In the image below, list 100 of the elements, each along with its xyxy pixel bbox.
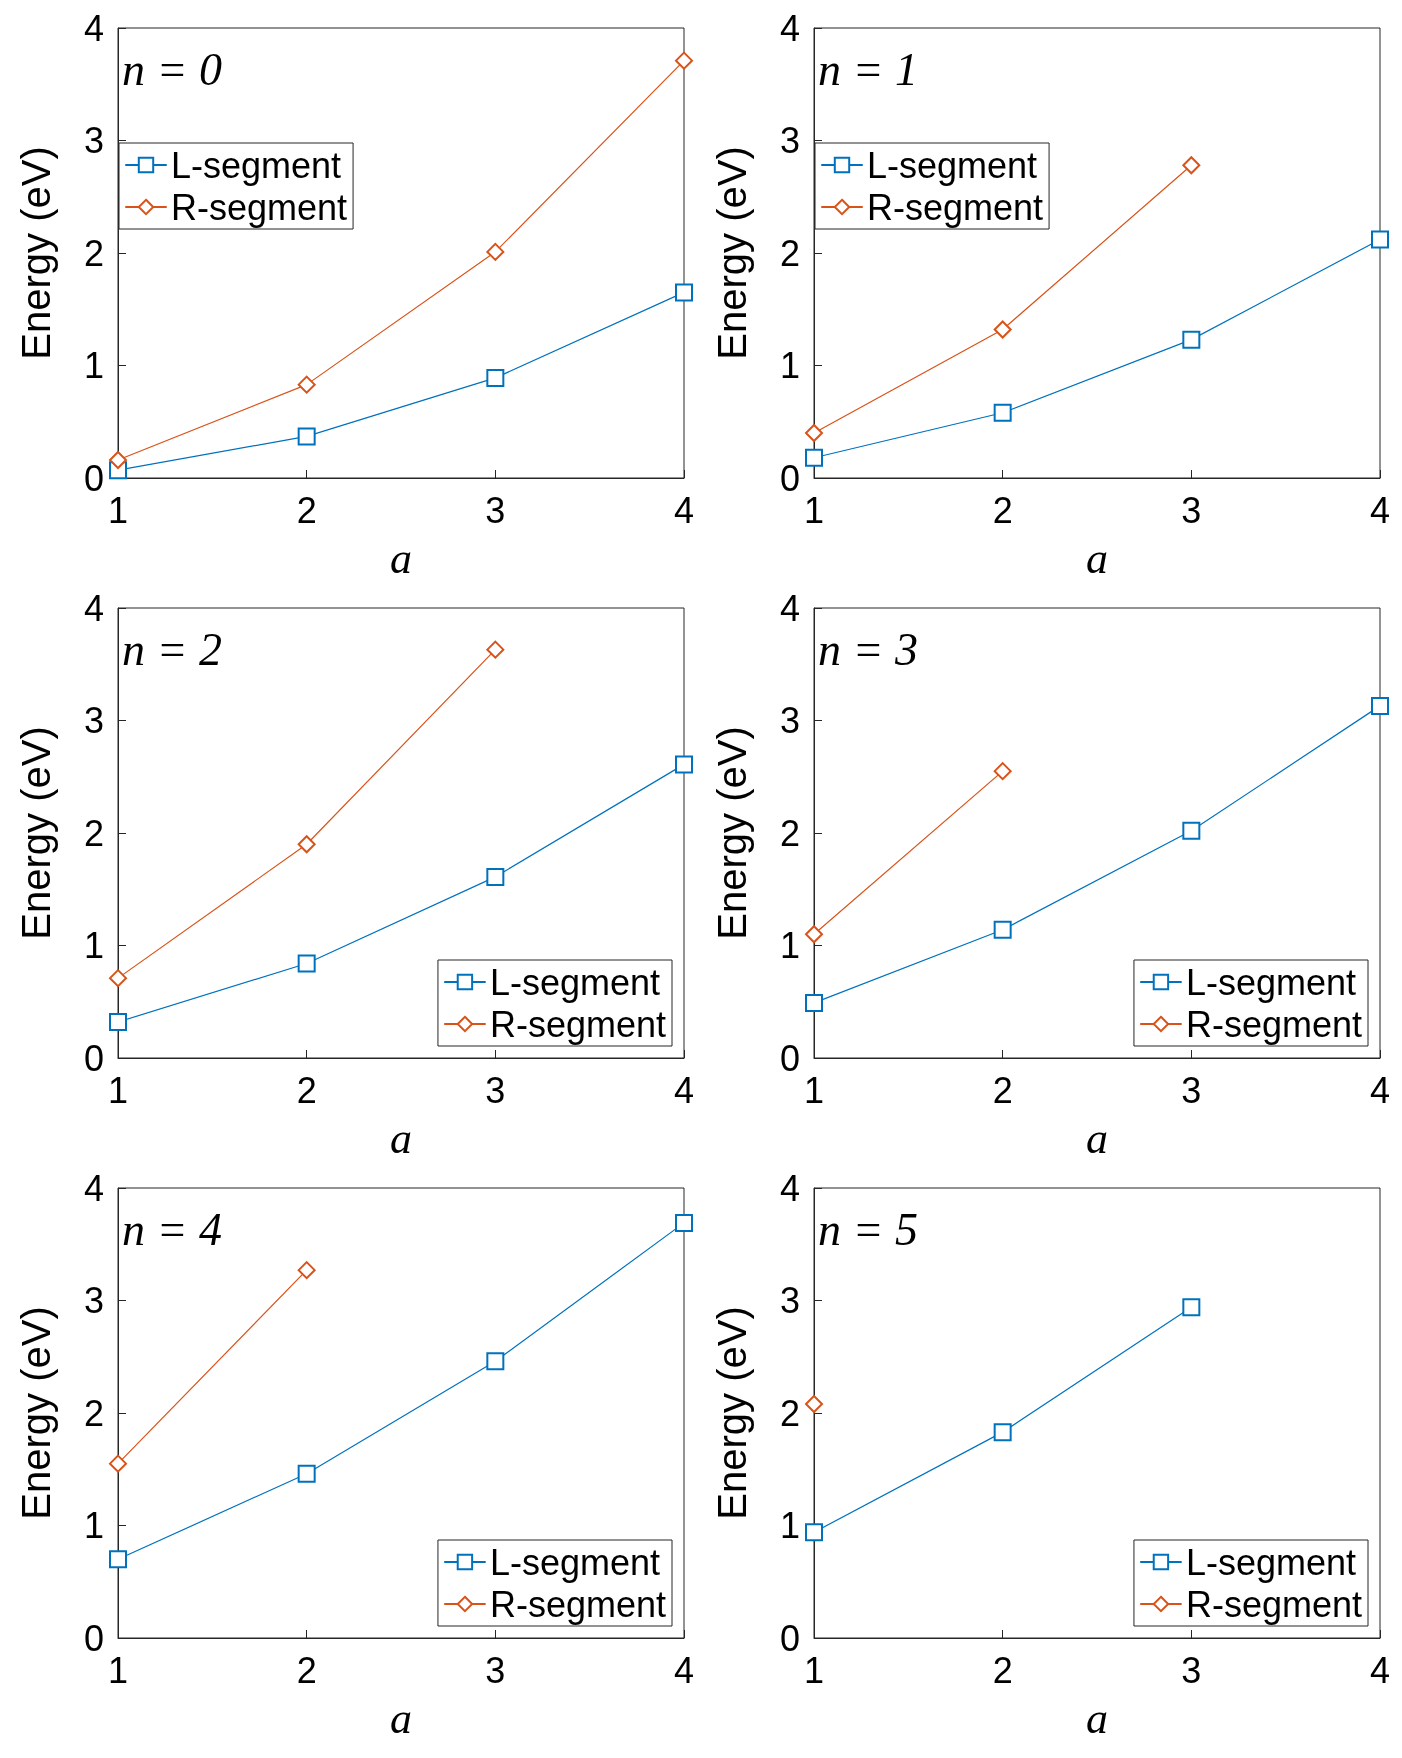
point [1371, 696, 1389, 715]
point [993, 1423, 1012, 1442]
x-axis-title: a [1086, 533, 1108, 583]
point [805, 424, 823, 442]
point [675, 755, 693, 774]
legend-label: R-segment [489, 1583, 666, 1625]
point [675, 51, 693, 70]
y-tick-label: 2 [779, 1392, 800, 1434]
point [109, 969, 127, 988]
point [805, 448, 823, 467]
y-axis-title: Energy (eV) [14, 1306, 58, 1520]
x-tick-label: 4 [673, 489, 695, 531]
y-tick-label: 0 [83, 457, 104, 499]
y-tick-label: 0 [779, 457, 800, 499]
point [1182, 156, 1201, 175]
legend-label: R-segment [171, 186, 348, 228]
point [297, 375, 316, 394]
annotation: n = 1 [818, 43, 919, 95]
y-tick-label: 2 [779, 232, 800, 274]
y-axis-title: Energy (eV) [710, 146, 754, 360]
y-tick-label: 3 [779, 700, 800, 741]
point [805, 1523, 823, 1542]
y-tick-label: 1 [779, 345, 800, 386]
y-tick-label: 0 [83, 1037, 104, 1079]
annotation: n = 4 [122, 1203, 223, 1255]
y-axis-title: Energy (eV) [710, 1306, 754, 1520]
point [1182, 821, 1201, 840]
legend-label: L-segment [489, 1541, 661, 1583]
point [993, 403, 1012, 422]
y-tick-label: 4 [779, 7, 800, 49]
point [297, 835, 316, 854]
y-axis-title: Energy (eV) [710, 726, 754, 940]
legend-label: R-segment [1185, 1003, 1362, 1045]
point [1371, 230, 1389, 249]
x-tick-label: 3 [1181, 1649, 1202, 1691]
point [486, 242, 505, 261]
point [675, 1213, 693, 1232]
y-tick-label: 3 [83, 700, 104, 741]
x-tick-label: 4 [1369, 1069, 1391, 1111]
x-tick-label: 2 [992, 1069, 1013, 1111]
y-tick-label: 1 [83, 1505, 104, 1546]
point [993, 920, 1012, 939]
x-tick-label: 2 [296, 1649, 317, 1691]
legend-label: L-segment [171, 144, 342, 186]
point [486, 368, 505, 387]
point [109, 451, 127, 469]
annotation: n = 2 [122, 623, 223, 675]
y-tick-label: 2 [83, 812, 104, 854]
x-tick-label: 4 [1369, 1649, 1391, 1691]
point [297, 1464, 316, 1483]
x-tick-label: 3 [1181, 489, 1202, 531]
x-axis-title: a [390, 1693, 412, 1743]
point [109, 1550, 127, 1569]
point [805, 993, 823, 1012]
annotation: n = 0 [122, 43, 223, 95]
point [993, 320, 1012, 339]
legend-label: R-segment [489, 1003, 666, 1045]
annotation: n = 3 [818, 623, 919, 675]
y-tick-label: 2 [83, 1392, 104, 1434]
point [486, 640, 505, 659]
y-tick-label: 4 [83, 7, 104, 49]
x-tick-label: 4 [673, 1649, 695, 1691]
x-axis-title: a [1086, 1113, 1108, 1163]
legend-label: R-segment [867, 186, 1044, 228]
y-tick-label: 3 [779, 1280, 800, 1321]
point [109, 1013, 127, 1031]
point [805, 925, 823, 944]
x-tick-label: 3 [485, 1069, 506, 1111]
x-tick-label: 2 [296, 489, 317, 531]
point [675, 283, 693, 302]
y-tick-label: 2 [779, 812, 800, 854]
x-axis-title: a [390, 1113, 412, 1163]
y-tick-label: 4 [83, 587, 104, 629]
point [805, 1395, 823, 1413]
point [297, 1261, 316, 1280]
y-tick-label: 4 [779, 587, 800, 629]
x-tick-label: 3 [1181, 1069, 1202, 1111]
x-axis-title: a [390, 533, 412, 583]
y-tick-label: 3 [779, 120, 800, 161]
x-tick-label: 2 [992, 489, 1013, 531]
x-tick-label: 4 [1369, 489, 1391, 531]
y-tick-label: 3 [83, 120, 104, 161]
x-tick-label: 2 [296, 1069, 317, 1111]
y-tick-label: 0 [779, 1617, 800, 1659]
y-tick-label: 1 [779, 1505, 800, 1546]
legend-label: R-segment [1185, 1583, 1362, 1625]
point [297, 427, 316, 446]
y-tick-label: 0 [83, 1617, 104, 1659]
x-tick-label: 4 [673, 1069, 695, 1111]
legend-label: L-segment [867, 144, 1038, 186]
x-tick-label: 2 [992, 1649, 1013, 1691]
legend-label: L-segment [1185, 1541, 1357, 1583]
y-tick-label: 1 [779, 925, 800, 966]
point [993, 762, 1012, 781]
point [109, 1454, 127, 1473]
annotation: n = 5 [818, 1203, 919, 1255]
point [297, 954, 316, 973]
y-tick-label: 1 [83, 345, 104, 386]
y-tick-label: 4 [779, 1167, 800, 1209]
legend-label: L-segment [1185, 961, 1357, 1003]
